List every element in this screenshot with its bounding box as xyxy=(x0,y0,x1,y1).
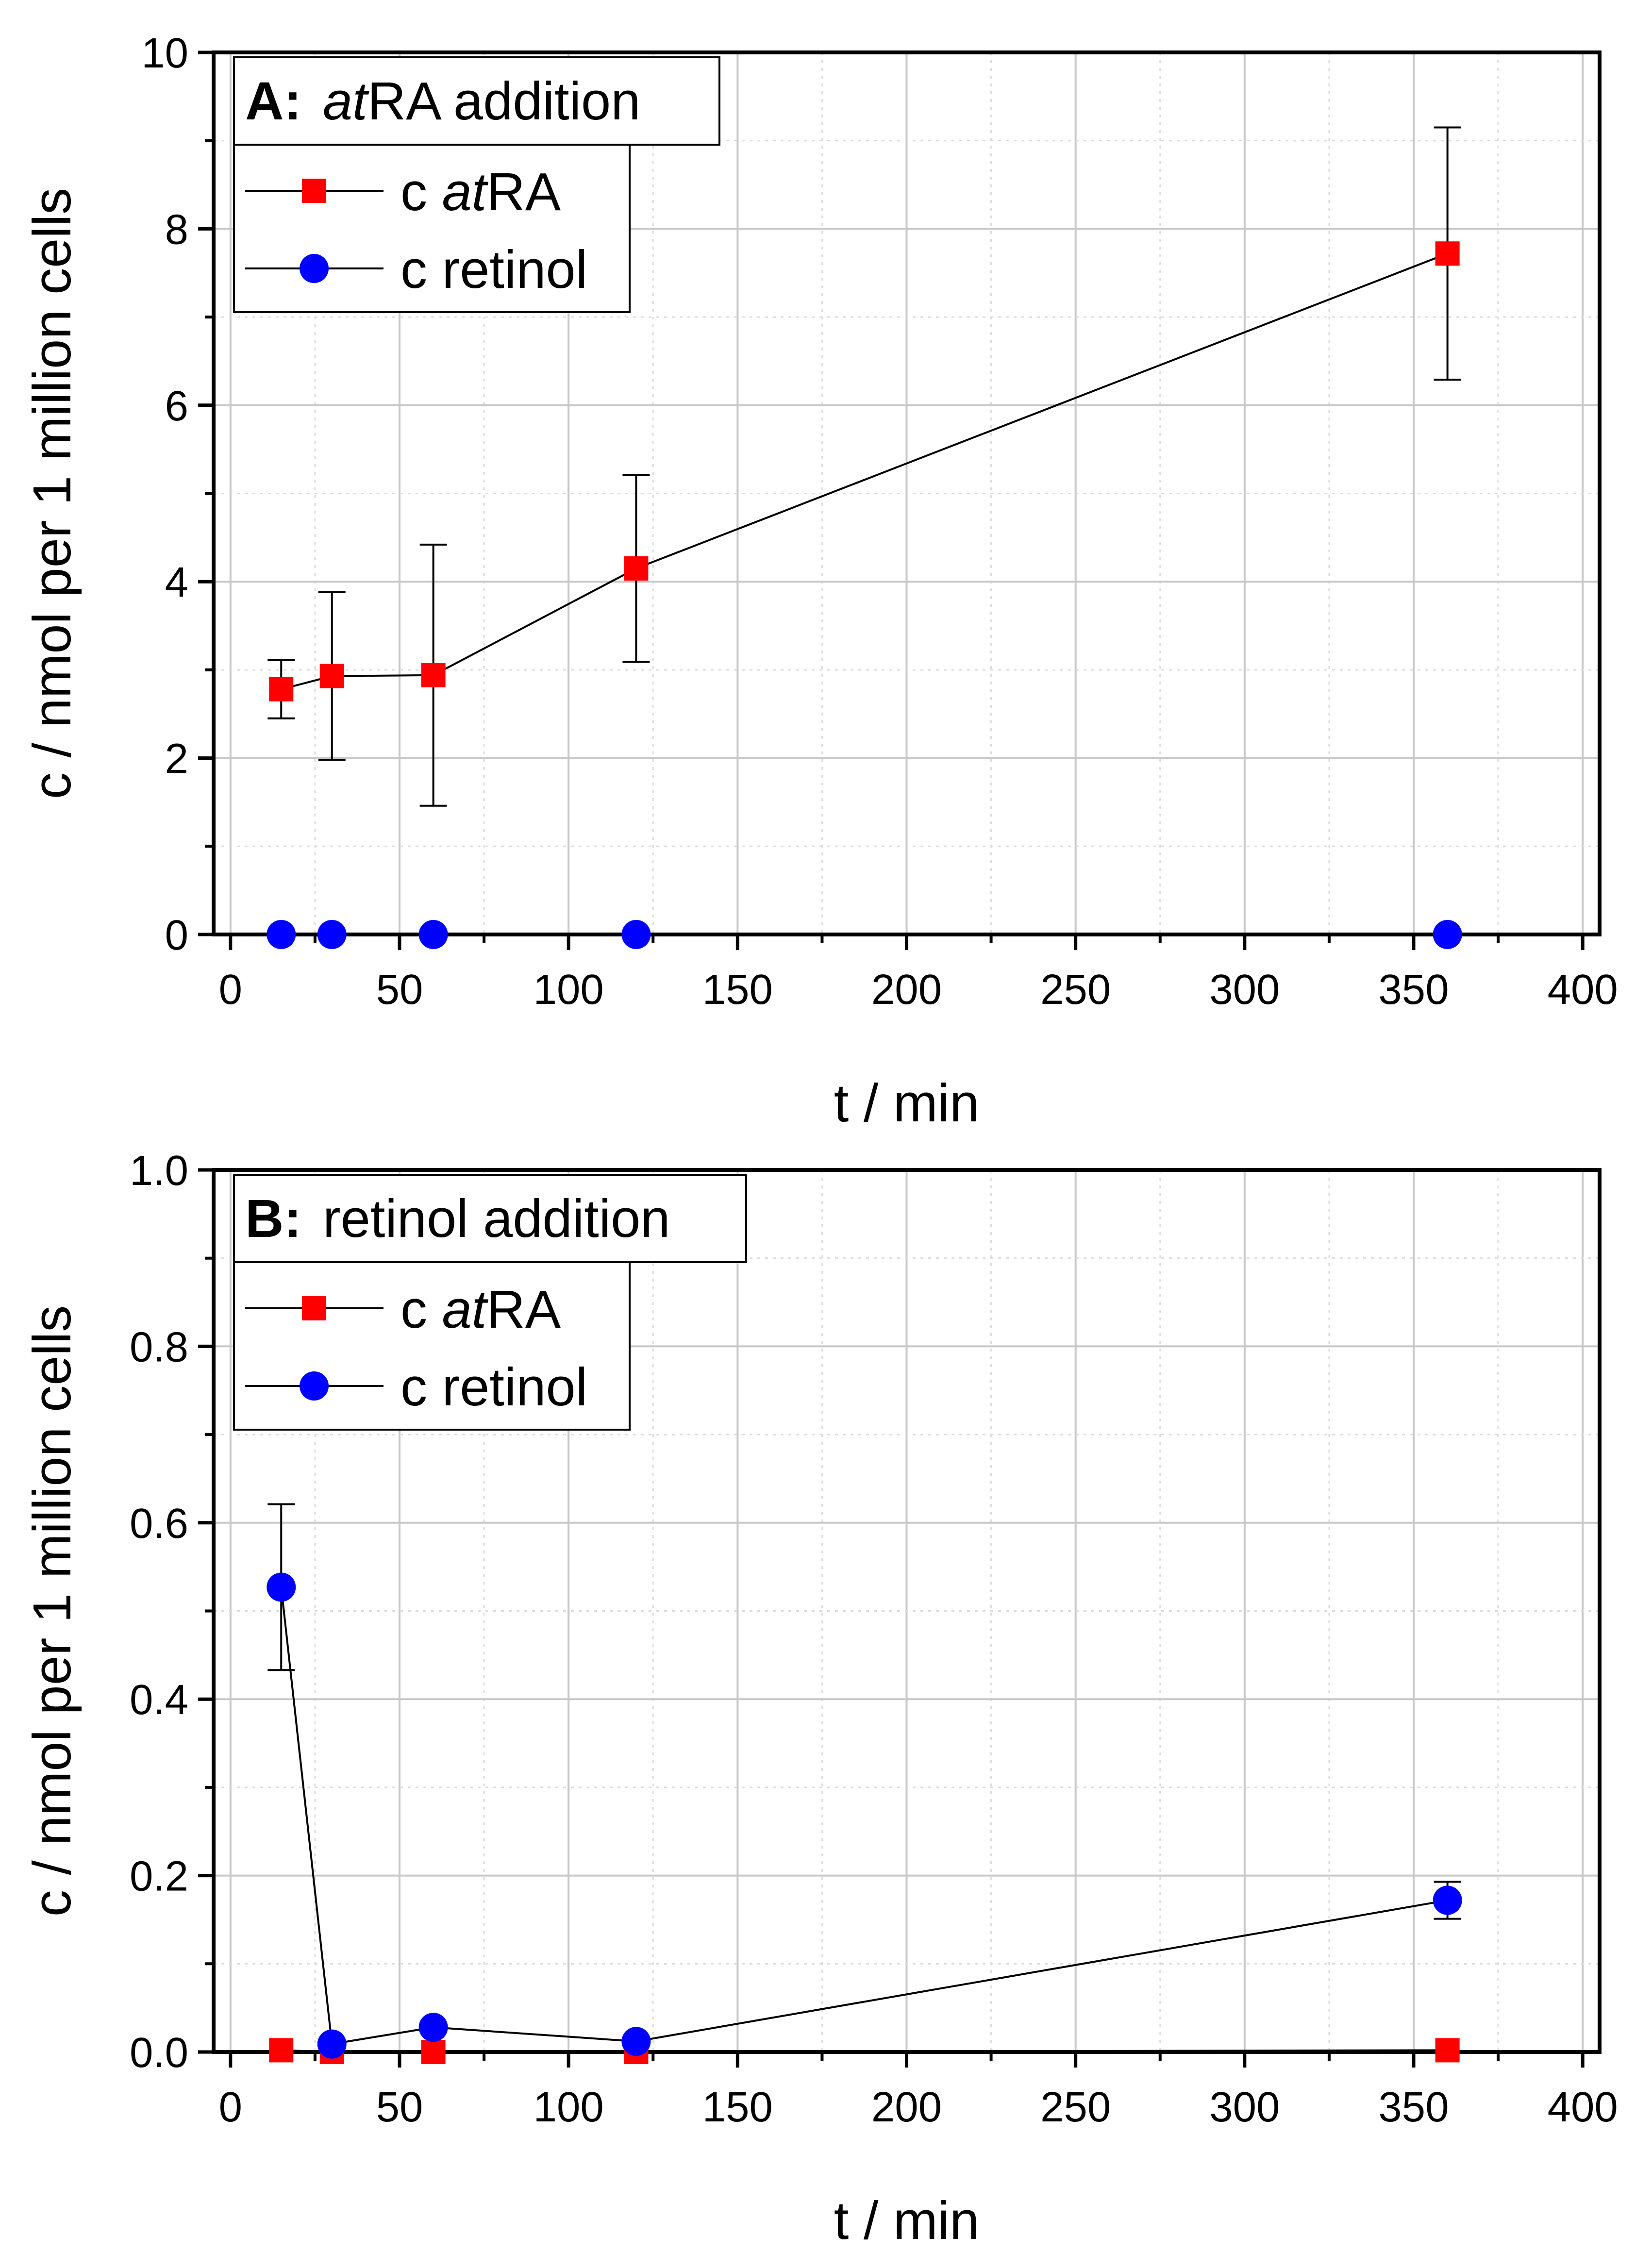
x-tick-label: 400 xyxy=(1548,2084,1618,2131)
legend-label-rest: RA xyxy=(486,1280,561,1339)
x-tick-label: 300 xyxy=(1209,2084,1280,2131)
chart-panel-b: 0 50 100 150 200 250 300 350 400 0.0 0.2 0.4 0.6 0.8 1… xyxy=(22,1147,1618,2251)
y-tick-label: 0.4 xyxy=(130,1676,188,1723)
x-tick-label: 350 xyxy=(1378,2084,1449,2131)
legend: c atRA c retinol xyxy=(233,1261,631,1431)
data-point-circle xyxy=(418,2013,448,2042)
legend-item: c atRA xyxy=(245,1280,561,1339)
data-point-circle xyxy=(317,2029,347,2059)
data-point-circle xyxy=(267,920,296,949)
x-tick-label: 100 xyxy=(534,966,604,1013)
panel-title-rest: RA addition xyxy=(367,71,641,131)
x-axis-title: t / min xyxy=(834,2191,980,2251)
legend: c atRA c retinol xyxy=(233,144,631,313)
legend-item: c retinol xyxy=(245,1357,587,1417)
panel-title: A: atRA addition xyxy=(233,56,720,146)
x-tick-label: 100 xyxy=(534,2084,604,2131)
panel-title: B: retinol addition xyxy=(233,1174,747,1263)
legend-box xyxy=(233,1261,631,1431)
panel-label: B: xyxy=(245,1189,301,1249)
legend-label-italic: at xyxy=(442,1280,489,1339)
legend-label-rest: RA xyxy=(486,162,561,222)
legend-label-prefix: c xyxy=(400,1280,442,1339)
data-point-circle xyxy=(1433,1885,1462,1915)
legend-label: c retinol xyxy=(400,240,587,300)
y-tick-label: 1.0 xyxy=(130,1147,188,1194)
y-tick-label: 10 xyxy=(141,30,188,77)
data-point-square xyxy=(319,664,344,688)
series-atra xyxy=(269,2038,1460,2064)
y-tick-label: 8 xyxy=(165,206,188,253)
panel-title-rest: retinol addition xyxy=(323,1189,670,1249)
y-tick-label: 0.2 xyxy=(130,1853,188,1900)
y-axis-title: c / nmol per 1 million cells xyxy=(22,1305,82,1917)
data-point-square xyxy=(1435,241,1460,266)
y-tick-label: 2 xyxy=(165,735,188,783)
panel-title-box xyxy=(233,56,720,146)
chart-panel-a: 0 50 100 150 200 250 300 350 400 0 2 4 6 8 10 t / min c … xyxy=(22,30,1618,1133)
data-point-square xyxy=(421,663,446,687)
data-point-square xyxy=(269,677,294,701)
legend-marker-circle xyxy=(300,254,329,283)
x-tick-label: 250 xyxy=(1040,2084,1111,2131)
y-tick-label: 6 xyxy=(165,383,188,430)
legend-label: c atRA xyxy=(400,162,561,222)
legend-label: c retinol xyxy=(400,1357,587,1417)
axes: 0 50 100 150 200 250 300 350 400 0.0 0.2 0.4 0.6 0.8 1… xyxy=(130,1147,1618,2131)
x-tick-label: 150 xyxy=(702,2084,773,2131)
x-tick-label: 350 xyxy=(1378,966,1449,1013)
legend-marker-square xyxy=(302,179,326,203)
data-point-circle xyxy=(317,920,347,949)
x-tick-label: 0 xyxy=(219,966,242,1013)
axes: 0 50 100 150 200 250 300 350 400 0 2 4 6 8 10 xyxy=(141,30,1618,1013)
y-tick-label: 0.0 xyxy=(130,2029,188,2076)
data-point-square xyxy=(421,2040,446,2064)
series-atra xyxy=(267,126,1461,807)
legend-item: c retinol xyxy=(245,240,587,300)
x-tick-label: 50 xyxy=(376,2084,423,2131)
data-point-circle xyxy=(418,920,448,949)
y-tick-label: 0 xyxy=(165,912,188,959)
series-line xyxy=(280,1587,1448,2045)
panel-title-text: retinol addition xyxy=(323,1189,670,1249)
y-tick-label: 0.8 xyxy=(130,1323,188,1370)
legend-label-prefix: c retinol xyxy=(400,1357,587,1417)
x-axis-title: t / min xyxy=(834,1073,980,1133)
legend-box xyxy=(233,144,631,313)
data-point-circle xyxy=(267,1572,296,1602)
legend-label-italic: at xyxy=(442,162,489,222)
y-tick-label: 0.6 xyxy=(130,1500,188,1547)
x-tick-label: 50 xyxy=(376,966,423,1013)
legend-label-prefix: c retinol xyxy=(400,240,587,300)
x-tick-label: 200 xyxy=(871,2084,942,2131)
data-point-square xyxy=(1435,2038,1460,2063)
panel-title-box xyxy=(233,1174,747,1263)
data-point-circle xyxy=(1433,920,1462,949)
y-tick-label: 4 xyxy=(165,559,188,606)
series-retinol xyxy=(267,1503,1462,2059)
panel-label: A: xyxy=(245,71,301,131)
legend-item: c atRA xyxy=(245,162,561,222)
series-retinol xyxy=(267,920,1462,949)
x-tick-label: 150 xyxy=(702,966,773,1013)
grid xyxy=(214,1170,1600,2052)
legend-marker-square xyxy=(302,1296,326,1320)
legend-label: c atRA xyxy=(400,1280,561,1339)
y-axis-title: c / nmol per 1 million cells xyxy=(22,188,82,799)
x-tick-label: 250 xyxy=(1040,966,1111,1013)
series-line xyxy=(281,252,1448,690)
x-tick-label: 200 xyxy=(871,966,942,1013)
data-point-square xyxy=(624,556,649,581)
panel-title-text: atRA addition xyxy=(323,71,640,131)
x-tick-label: 0 xyxy=(219,2084,242,2131)
legend-label-prefix: c xyxy=(400,162,442,222)
legend-marker-circle xyxy=(300,1371,329,1401)
data-point-square xyxy=(269,2038,294,2063)
x-tick-label: 400 xyxy=(1548,966,1618,1013)
data-point-circle xyxy=(621,2027,651,2056)
x-tick-label: 300 xyxy=(1209,966,1280,1013)
panel-title-italic: at xyxy=(323,71,369,131)
data-point-circle xyxy=(621,920,651,949)
